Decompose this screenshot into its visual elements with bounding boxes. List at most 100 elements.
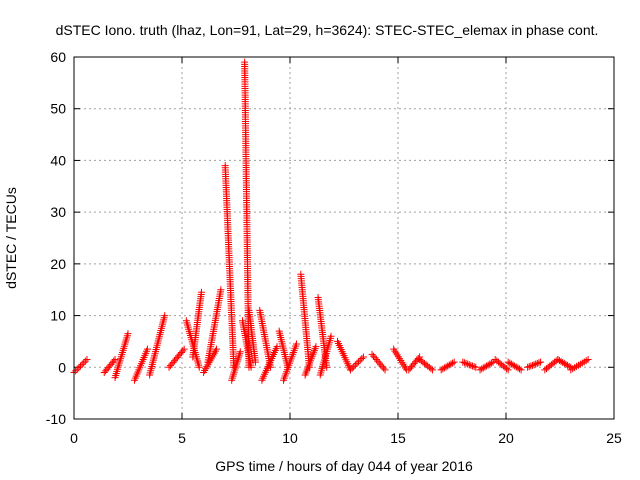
data-point-5: [78, 360, 86, 368]
data-point-783: [503, 365, 511, 373]
data-point-784: [504, 366, 512, 374]
data-point-305: [236, 348, 244, 356]
data-point-55: [143, 345, 151, 353]
data-point-758: [459, 358, 467, 366]
data-point-119: [195, 363, 203, 371]
data-point-632: [312, 343, 320, 351]
x-tick-label-0: 0: [70, 430, 78, 446]
data-point-197: [217, 286, 225, 294]
data-point-96: [180, 345, 188, 353]
data-point-800: [533, 359, 541, 367]
data-point-701: [348, 364, 356, 372]
data-point-764: [469, 362, 477, 370]
data-point-757: [450, 358, 458, 366]
data-point-714: [375, 359, 383, 367]
data-point-703: [351, 361, 359, 369]
data-point-684: [327, 332, 335, 340]
y-axis-label: dSTEC / TECUs: [3, 187, 19, 289]
arc-18: [280, 340, 300, 384]
data-point-761: [464, 360, 472, 368]
x-tick-label-1: 5: [178, 430, 186, 446]
data-point-2: [73, 365, 81, 373]
arc-32: [491, 356, 512, 374]
data-point-715: [377, 361, 385, 369]
data-point-493: [251, 358, 259, 366]
arc-9: [204, 286, 225, 366]
x-axis-label: GPS time / hours of day 044 of year 2016: [215, 458, 473, 474]
data-point-801: [535, 359, 543, 367]
arc-28: [416, 356, 437, 374]
data-point-802: [537, 358, 545, 366]
data-point-760: [462, 359, 470, 367]
data-point-711: [371, 354, 379, 362]
arc-5: [165, 345, 188, 371]
y-tick-label-6: 50: [50, 101, 66, 117]
data-point-765: [470, 363, 478, 371]
data-point-712: [372, 356, 380, 364]
arc-34: [524, 358, 545, 371]
data-point-706: [356, 356, 364, 364]
arc-10: [221, 162, 238, 371]
arc-0: [70, 356, 91, 376]
arc-7: [189, 288, 205, 361]
arc-35: [541, 356, 562, 374]
data-point-763: [467, 361, 475, 369]
data-point-759: [460, 359, 468, 367]
chart-title: dSTEC Iono. truth (lhaz, Lon=91, Lat=29,…: [56, 22, 599, 38]
data-point-766: [472, 363, 480, 371]
plot-frame: [73, 56, 615, 420]
y-tick-label-3: 20: [50, 256, 66, 272]
data-point-6: [80, 359, 88, 367]
data-point-7: [81, 357, 89, 365]
arc-30: [459, 358, 480, 371]
data-point-700: [346, 366, 354, 374]
arc-25: [368, 350, 389, 374]
arc-1: [100, 356, 119, 376]
arc-16: [258, 343, 281, 384]
arc-33: [504, 358, 525, 374]
data-point-84: [161, 312, 169, 320]
arc-22: [316, 332, 335, 379]
y-tick-label-7: 60: [50, 49, 66, 65]
data-point-798: [530, 361, 538, 369]
data-point-163: [213, 345, 221, 353]
data-point-717: [380, 364, 388, 372]
arc-19: [297, 270, 313, 371]
arc-21: [314, 293, 331, 371]
arc-4: [146, 312, 169, 379]
data-point-716: [378, 362, 386, 370]
y-tick-label-2: 10: [50, 308, 66, 324]
arc-29: [437, 358, 458, 374]
data-point-793: [517, 366, 525, 374]
arc-2: [111, 330, 132, 382]
data-point-747: [427, 365, 435, 373]
arc-31: [476, 358, 497, 374]
arc-20: [301, 343, 320, 379]
data-point-702: [350, 363, 358, 371]
data-point-1: [72, 367, 80, 375]
arc-14: [245, 306, 259, 366]
data-point-797: [528, 361, 536, 369]
arc-3: [130, 345, 151, 384]
data-point-794: [524, 363, 532, 371]
data-point-795: [525, 363, 533, 371]
arc-26: [390, 345, 411, 374]
x-tick-label-3: 15: [390, 430, 406, 446]
data-point-39: [124, 330, 132, 338]
data-point-704: [353, 359, 361, 367]
arc-6: [182, 317, 203, 371]
arc-23: [334, 337, 354, 374]
data-point-799: [532, 360, 540, 368]
arc-11: [228, 348, 244, 384]
x-tick-label-4: 20: [498, 430, 514, 446]
data-point-792: [516, 365, 523, 373]
data-point-150: [197, 288, 205, 296]
data-point-707: [358, 355, 366, 363]
data-point-665: [323, 363, 331, 371]
data-point-819: [565, 362, 573, 370]
arc-37: [567, 356, 592, 374]
data-point-17: [111, 356, 119, 364]
data-point-762: [465, 361, 473, 369]
